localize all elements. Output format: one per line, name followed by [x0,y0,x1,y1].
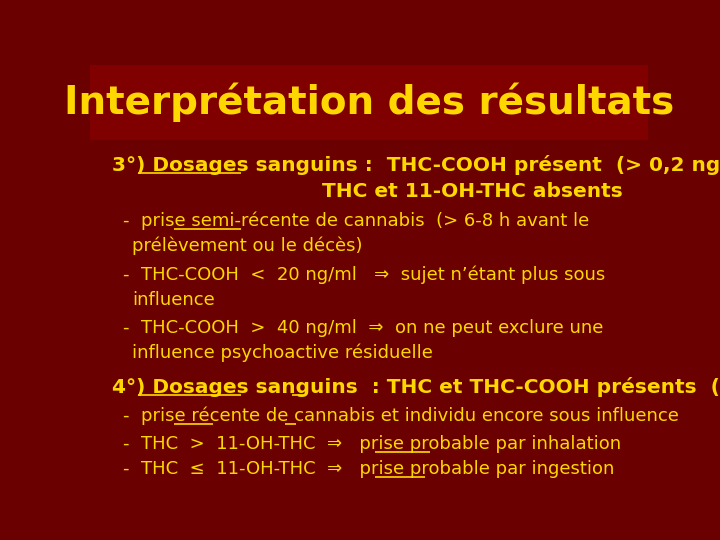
Text: 4°) Dosages sanguins  : THC et THC-COOH présents  (± 11-OH): 4°) Dosages sanguins : THC et THC-COOH p… [112,377,720,397]
Text: influence psychoactive résiduelle: influence psychoactive résiduelle [132,343,433,362]
Text: -  THC  ≤  11-OH-THC  ⇒   prise probable par ingestion: - THC ≤ 11-OH-THC ⇒ prise probable par i… [124,460,615,478]
Text: -  prise récente de cannabis et individu encore sous influence: - prise récente de cannabis et individu … [124,407,680,426]
Text: prélèvement ou le décès): prélèvement ou le décès) [132,237,362,255]
Text: -  prise semi-récente de cannabis  (> 6-8 h avant le: - prise semi-récente de cannabis (> 6-8 … [124,212,590,230]
Bar [90,65,648,140]
Text: Interprétation des résultats: Interprétation des résultats [64,83,674,122]
Text: influence: influence [132,291,215,309]
Text: -  THC-COOH  <  20 ng/ml   ⇒  sujet n’étant plus sous: - THC-COOH < 20 ng/ml ⇒ sujet n’étant pl… [124,266,606,284]
Text: -  THC  >  11-OH-THC  ⇒   prise probable par inhalation: - THC > 11-OH-THC ⇒ prise probable par i… [124,435,621,453]
Text: THC et 11-OH-THC absents: THC et 11-OH-THC absents [112,182,623,201]
Text: -  THC-COOH  >  40 ng/ml  ⇒  on ne peut exclure une: - THC-COOH > 40 ng/ml ⇒ on ne peut exclu… [124,319,604,336]
Text: 3°) Dosages sanguins :  THC-COOH présent  (> 0,2 ng/ml): 3°) Dosages sanguins : THC-COOH présent … [112,154,720,174]
